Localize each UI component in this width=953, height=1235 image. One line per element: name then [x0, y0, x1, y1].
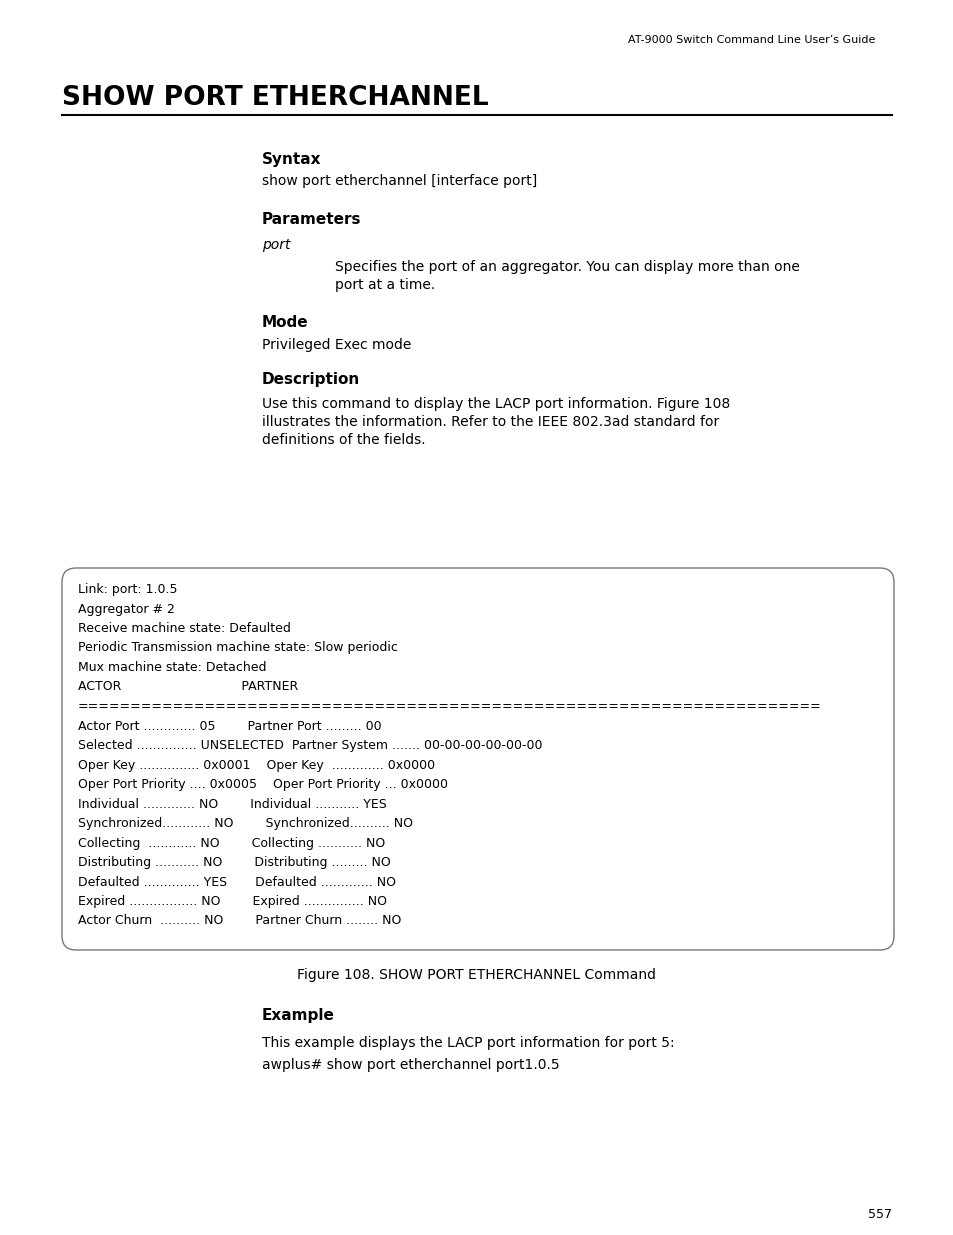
Text: Expired ................. NO        Expired ............... NO: Expired ................. NO Expired ...…: [78, 895, 387, 908]
Text: Receive machine state: Defaulted: Receive machine state: Defaulted: [78, 622, 291, 635]
Text: SHOW PORT ETHERCHANNEL: SHOW PORT ETHERCHANNEL: [62, 85, 488, 111]
Text: Use this command to display the LACP port information. Figure 108: Use this command to display the LACP por…: [262, 396, 729, 411]
Text: AT-9000 Switch Command Line User’s Guide: AT-9000 Switch Command Line User’s Guide: [627, 35, 875, 44]
Text: illustrates the information. Refer to the IEEE 802.3ad standard for: illustrates the information. Refer to th…: [262, 415, 719, 429]
Text: Distributing ........... NO        Distributing ......... NO: Distributing ........... NO Distributing…: [78, 856, 391, 869]
Text: Actor Churn  .......... NO        Partner Churn ........ NO: Actor Churn .......... NO Partner Churn …: [78, 914, 401, 927]
Text: 557: 557: [867, 1208, 891, 1221]
Text: Link: port: 1.0.5: Link: port: 1.0.5: [78, 583, 177, 597]
Text: Synchronized............ NO        Synchronized.......... NO: Synchronized............ NO Synchronized…: [78, 818, 413, 830]
Text: definitions of the fields.: definitions of the fields.: [262, 433, 425, 447]
Text: Defaulted .............. YES       Defaulted ............. NO: Defaulted .............. YES Defaulted .…: [78, 876, 395, 888]
Text: port: port: [262, 238, 291, 252]
Text: Periodic Transmission machine state: Slow periodic: Periodic Transmission machine state: Slo…: [78, 641, 397, 655]
Text: Oper Port Priority .... 0x0005    Oper Port Priority ... 0x0000: Oper Port Priority .... 0x0005 Oper Port…: [78, 778, 448, 790]
Text: Aggregator # 2: Aggregator # 2: [78, 603, 174, 615]
Text: Selected ............... UNSELECTED  Partner System ....... 00-00-00-00-00-00: Selected ............... UNSELECTED Part…: [78, 739, 542, 752]
Text: This example displays the LACP port information for port 5:: This example displays the LACP port info…: [262, 1036, 674, 1050]
Text: Syntax: Syntax: [262, 152, 321, 167]
Text: Collecting  ............ NO        Collecting ........... NO: Collecting ............ NO Collecting ..…: [78, 836, 385, 850]
Text: port at a time.: port at a time.: [335, 278, 435, 291]
Text: ACTOR                              PARTNER: ACTOR PARTNER: [78, 680, 298, 694]
Text: ======================================================================: ========================================…: [78, 700, 821, 713]
Text: show port etherchannel [interface port]: show port etherchannel [interface port]: [262, 174, 537, 188]
Text: Figure 108. SHOW PORT ETHERCHANNEL Command: Figure 108. SHOW PORT ETHERCHANNEL Comma…: [297, 968, 656, 982]
Text: Example: Example: [262, 1008, 335, 1023]
Text: awplus# show port etherchannel port1.0.5: awplus# show port etherchannel port1.0.5: [262, 1058, 559, 1072]
Text: Mode: Mode: [262, 315, 309, 330]
Text: Privileged Exec mode: Privileged Exec mode: [262, 338, 411, 352]
Text: Actor Port ............. 05        Partner Port ......... 00: Actor Port ............. 05 Partner Port…: [78, 720, 381, 732]
Text: Individual ............. NO        Individual ........... YES: Individual ............. NO Individual .…: [78, 798, 386, 810]
Text: Oper Key ............... 0x0001    Oper Key  ............. 0x0000: Oper Key ............... 0x0001 Oper Key…: [78, 758, 435, 772]
FancyBboxPatch shape: [62, 568, 893, 950]
Text: Mux machine state: Detached: Mux machine state: Detached: [78, 661, 266, 674]
Text: Description: Description: [262, 372, 360, 387]
Text: Specifies the port of an aggregator. You can display more than one: Specifies the port of an aggregator. You…: [335, 261, 799, 274]
Text: Parameters: Parameters: [262, 212, 361, 227]
